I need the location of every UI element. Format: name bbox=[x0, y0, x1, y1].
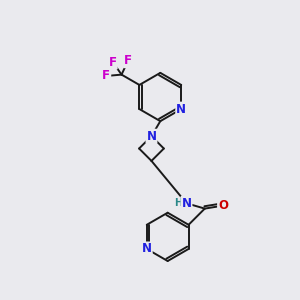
Text: O: O bbox=[218, 199, 228, 212]
Text: F: F bbox=[102, 70, 110, 83]
Text: F: F bbox=[109, 56, 117, 69]
Text: N: N bbox=[142, 242, 152, 255]
Text: N: N bbox=[176, 103, 186, 116]
Text: H: H bbox=[174, 198, 182, 208]
Text: F: F bbox=[124, 54, 132, 67]
Text: N: N bbox=[146, 130, 157, 143]
Text: N: N bbox=[182, 197, 191, 210]
